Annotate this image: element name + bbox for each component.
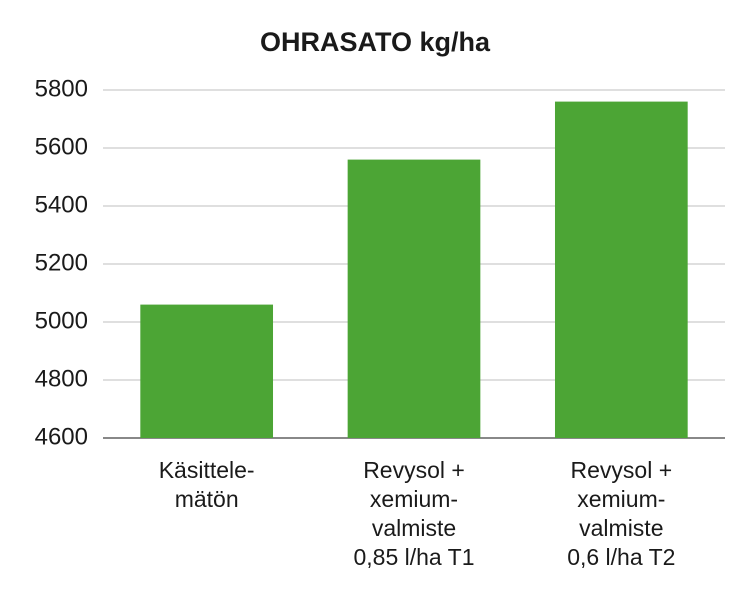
x-tick-label: Revysol + xemium- valmiste 0,6 l/ha T2: [567, 457, 676, 570]
y-tick-label: 4600: [35, 423, 88, 450]
x-tick-label: Revysol + xemium- valmiste 0,85 l/ha T1: [353, 457, 475, 570]
y-tick-label: 5000: [35, 307, 88, 334]
y-tick-label: 5600: [35, 133, 88, 160]
bar: [347, 159, 481, 438]
x-tick-label: Käsittele- mätön: [158, 457, 255, 512]
bar: [140, 304, 274, 438]
bar: [554, 101, 688, 438]
y-tick-label: 5400: [35, 191, 88, 218]
y-tick-label: 5200: [35, 249, 88, 276]
y-tick-label: 4800: [35, 365, 88, 392]
chart-title: OHRASATO kg/ha: [260, 27, 491, 57]
y-tick-label: 5800: [35, 75, 88, 102]
